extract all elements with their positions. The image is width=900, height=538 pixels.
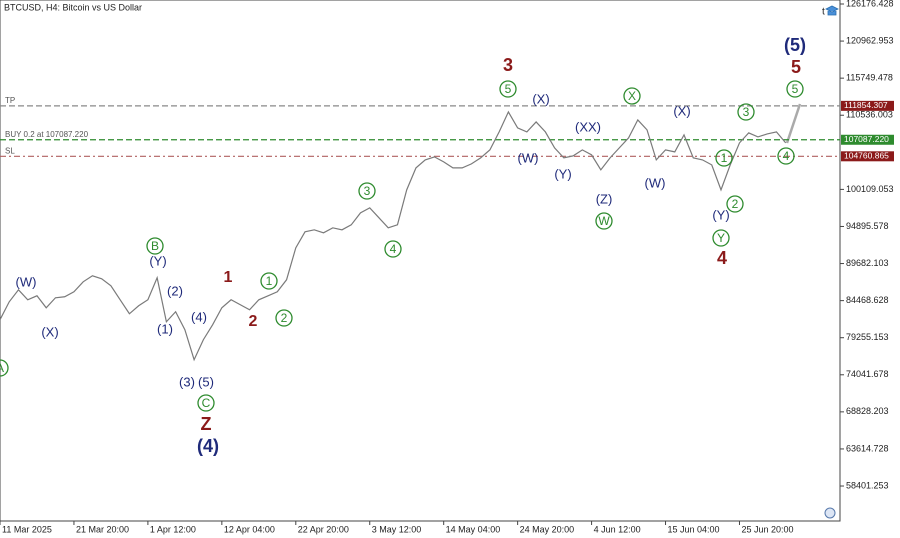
wave-circle — [260, 272, 278, 290]
wave-label: 3 — [364, 184, 371, 198]
wave-label: 4 — [783, 149, 790, 163]
wave-label: (Z) — [596, 191, 613, 206]
x-tick-label: 3 May 12:00 — [372, 524, 422, 534]
wave-circle — [623, 87, 641, 105]
wave-circle — [499, 80, 517, 98]
y-tick-label: 120962.953 — [846, 35, 894, 45]
plot-frame — [0, 0, 841, 522]
x-tick-label: 4 Jun 12:00 — [594, 524, 641, 534]
wave-label: (W) — [645, 175, 666, 190]
y-tick-label: 74041.678 — [846, 369, 889, 379]
level-name: BUY 0.2 at 107087.220 — [5, 130, 89, 139]
price-line — [0, 110, 787, 362]
wave-label: Z — [201, 414, 212, 434]
wave-label: (4) — [197, 436, 219, 456]
wave-label: 1 — [224, 269, 233, 286]
x-tick-label: 25 Jun 20:00 — [741, 524, 793, 534]
level-name: TP — [5, 96, 15, 105]
wave-label: (Y) — [554, 166, 571, 181]
x-tick-label: 24 May 20:00 — [520, 524, 575, 534]
y-tick-label: 110536.003 — [846, 110, 893, 120]
x-tick-label: 22 Apr 20:00 — [298, 524, 349, 534]
x-tick-label: 14 May 04:00 — [446, 524, 501, 534]
x-tick-label: 21 Mar 20:00 — [76, 524, 129, 534]
wave-label: 1 — [266, 274, 273, 288]
wave-circle — [726, 195, 744, 213]
toolbar-icon[interactable] — [825, 5, 839, 16]
y-tick-label: 63614.728 — [846, 443, 889, 453]
wave-circle — [197, 394, 215, 412]
wave-label: 1 — [721, 151, 728, 165]
wave-circle — [275, 309, 293, 327]
level-price: 104760.865 — [844, 151, 889, 161]
wave-label: (5) — [784, 35, 806, 55]
wave-label: (X) — [532, 91, 549, 106]
level-tag — [841, 134, 894, 145]
wave-label: (4) — [191, 309, 207, 324]
wave-label: (2) — [167, 283, 183, 298]
wave-circle — [146, 237, 164, 255]
level-name: SL — [5, 146, 15, 155]
level-tag — [841, 100, 894, 111]
x-tick-label: 11 Mar 2025 — [2, 524, 52, 534]
wave-label: 4 — [390, 242, 397, 256]
wave-label: B — [151, 239, 159, 253]
wave-circle — [777, 147, 795, 165]
wave-label: (Y) — [712, 207, 729, 222]
wave-circle — [595, 212, 613, 230]
y-tick-label: 89682.103 — [846, 258, 889, 268]
wave-label: (X) — [41, 324, 58, 339]
x-tick-label: 12 Apr 04:00 — [224, 524, 275, 534]
level-tag — [841, 151, 894, 162]
level-price: 107087.220 — [844, 134, 889, 144]
wave-circle — [0, 359, 9, 377]
wave-label: A — [0, 361, 4, 375]
wave-label: (Y) — [149, 253, 166, 268]
wave-label: Y — [717, 231, 725, 245]
wave-label: C — [202, 396, 211, 410]
wave-circle — [737, 103, 755, 121]
wave-label: 3 — [503, 55, 513, 75]
y-tick-label: 58401.253 — [846, 480, 889, 490]
y-tick-label: 115749.478 — [846, 73, 893, 83]
wave-label: 2 — [281, 311, 288, 325]
wave-label: (3) — [179, 374, 195, 389]
wave-label: 2 — [249, 313, 258, 330]
wave-label: W — [598, 214, 610, 228]
wave-label: (X) — [673, 103, 690, 118]
wave-label: 4 — [717, 248, 727, 268]
y-tick-label: 79255.153 — [846, 332, 889, 342]
wave-label: (1) — [157, 321, 173, 336]
projection-arrow — [785, 103, 802, 144]
wave-label: X — [628, 89, 636, 103]
corner-icon[interactable] — [824, 507, 836, 519]
y-tick-label: 126176.428 — [846, 0, 894, 8]
wave-label: (W) — [518, 150, 539, 165]
wave-label: (W) — [16, 274, 37, 289]
wave-label: (5) — [198, 374, 214, 389]
x-tick-label: 15 Jun 04:00 — [668, 524, 720, 534]
wave-circle — [384, 240, 402, 258]
wave-label: 5 — [505, 82, 512, 96]
wave-label: 3 — [743, 105, 750, 119]
x-tick-label: 1 Apr 12:00 — [150, 524, 196, 534]
wave-label: (XX) — [575, 119, 601, 134]
y-tick-label: 68828.203 — [846, 406, 889, 416]
wave-label: 2 — [732, 197, 739, 211]
y-tick-label: 94895.578 — [846, 221, 889, 231]
wave-circle — [786, 80, 804, 98]
level-price: 111854.307 — [844, 100, 888, 110]
wave-label: 5 — [791, 57, 801, 77]
wave-circle — [712, 229, 730, 247]
wave-circle — [358, 182, 376, 200]
y-tick-label: 84468.628 — [846, 295, 889, 305]
wave-label: 5 — [792, 82, 799, 96]
wave-circle — [715, 149, 733, 167]
y-tick-label: 100109.053 — [846, 184, 894, 194]
chart-title: BTCUSD, H4: Bitcoin vs US Dollar — [4, 2, 142, 12]
toolbar-icon[interactable]: t — [822, 7, 825, 18]
